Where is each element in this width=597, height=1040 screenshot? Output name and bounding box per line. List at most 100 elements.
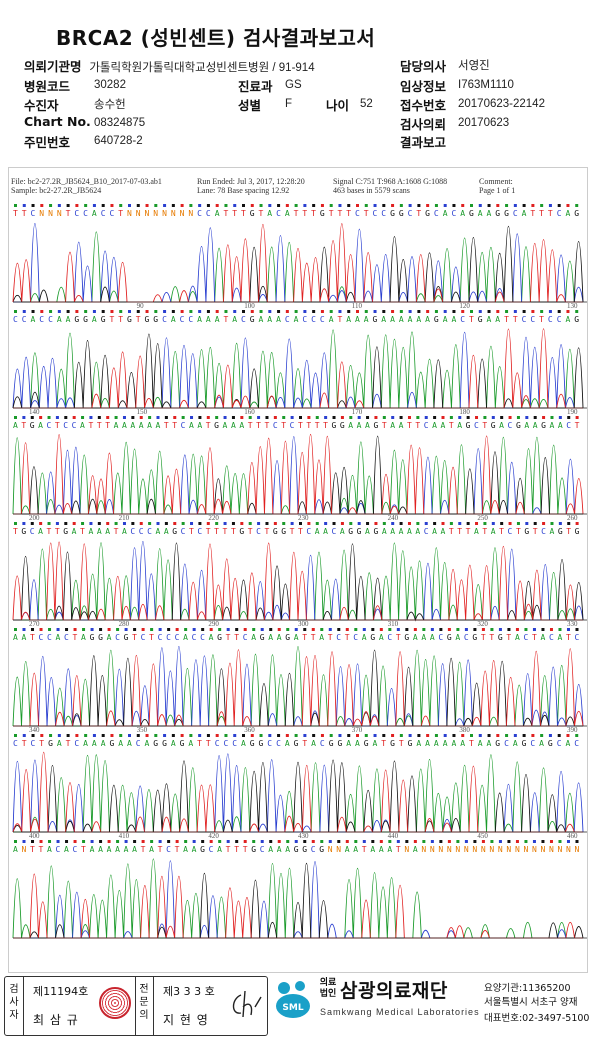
- base-call: C: [48, 315, 53, 324]
- quality-mark: [567, 416, 571, 419]
- base-call: C: [424, 527, 429, 536]
- base-call: T: [206, 527, 211, 536]
- base-call: T: [396, 845, 401, 854]
- base-call: A: [491, 527, 496, 536]
- base-call: A: [487, 739, 492, 748]
- tick-label: 270: [29, 620, 40, 628]
- quality-mark: [303, 204, 307, 207]
- request-label: 검사의뢰: [400, 117, 447, 132]
- base-call: A: [407, 527, 412, 536]
- quality-mark: [89, 416, 93, 419]
- quality-mark: [268, 204, 272, 207]
- quality-mark: [315, 416, 319, 419]
- quality-mark: [72, 522, 76, 525]
- quality-mark: [55, 522, 59, 525]
- quality-mark: [567, 522, 571, 525]
- base-call: C: [530, 315, 535, 324]
- base-call: T: [197, 739, 202, 748]
- base-call: A: [171, 739, 176, 748]
- examiner-name: 최 삼 규: [33, 1013, 79, 1027]
- base-call: C: [39, 633, 44, 642]
- quality-mark: [31, 204, 35, 207]
- quality-mark: [452, 734, 456, 737]
- base-call: A: [268, 633, 273, 642]
- trace-line: [12, 753, 584, 833]
- quality-mark: [374, 522, 378, 525]
- base-call: G: [332, 421, 337, 430]
- quality-mark: [416, 416, 420, 419]
- base-call: T: [513, 315, 518, 324]
- base-call: T: [530, 209, 535, 218]
- quality-mark: [268, 734, 272, 737]
- quality-mark: [303, 628, 307, 631]
- base-call: A: [455, 633, 460, 642]
- base-call: A: [432, 421, 437, 430]
- quality-mark: [31, 734, 35, 737]
- quality-mark: [189, 204, 193, 207]
- base-call: A: [390, 315, 395, 324]
- quality-mark: [311, 840, 315, 843]
- quality-mark: [439, 628, 443, 631]
- base-call: A: [183, 633, 188, 642]
- quality-mark: [542, 416, 546, 419]
- base-call: T: [329, 209, 334, 218]
- rrn-value: 640728-2: [94, 135, 143, 147]
- quality-mark: [49, 734, 53, 737]
- base-call: T: [175, 845, 180, 854]
- quality-mark: [277, 734, 281, 737]
- quality-mark: [97, 416, 101, 419]
- quality-mark: [180, 204, 184, 207]
- base-call: G: [575, 527, 580, 536]
- tick-label: 440: [388, 832, 399, 840]
- quality-mark: [128, 310, 131, 313]
- quality-mark: [470, 310, 473, 313]
- quality-mark: [373, 204, 377, 207]
- quality-mark: [540, 310, 544, 313]
- base-call: T: [328, 633, 333, 642]
- quality-mark: [294, 840, 298, 843]
- base-call: A: [340, 527, 345, 536]
- base-call: A: [355, 739, 360, 748]
- quality-mark: [548, 204, 552, 207]
- base-call: G: [74, 315, 79, 324]
- base-call: C: [355, 209, 360, 218]
- quality-mark: [231, 522, 235, 525]
- base-call: C: [332, 527, 337, 536]
- quality-mark: [136, 204, 140, 207]
- base-call: T: [232, 209, 237, 218]
- base-call: A: [421, 633, 426, 642]
- quality-mark: [22, 628, 26, 631]
- quality-mark: [57, 734, 61, 737]
- quality-mark: [478, 734, 482, 737]
- quality-mark: [575, 840, 579, 843]
- tick-label: 460: [567, 832, 578, 840]
- quality-mark: [265, 522, 269, 525]
- base-call: A: [540, 633, 545, 642]
- doctor-label: 담당의사: [400, 59, 447, 74]
- quality-mark: [294, 628, 298, 631]
- quality-mark: [90, 840, 94, 843]
- quality-mark: [557, 310, 561, 313]
- base-call: A: [557, 633, 562, 642]
- quality-mark: [14, 416, 17, 419]
- base-call: C: [22, 315, 27, 324]
- base-call: A: [315, 527, 320, 536]
- quality-mark: [475, 416, 479, 419]
- quality-mark: [487, 310, 491, 313]
- quality-mark: [388, 840, 392, 843]
- base-call: A: [83, 739, 88, 748]
- base-call: T: [234, 633, 239, 642]
- base-call: N: [153, 209, 158, 218]
- base-call: C: [434, 209, 439, 218]
- quality-mark: [475, 522, 479, 525]
- base-call: T: [575, 421, 580, 430]
- base-call: A: [390, 527, 395, 536]
- divider: [23, 977, 24, 1035]
- base-call: A: [139, 421, 144, 430]
- base-call: G: [217, 633, 222, 642]
- trace-line: [12, 541, 583, 621]
- base-call: C: [64, 633, 69, 642]
- quality-mark: [66, 734, 70, 737]
- quality-mark: [257, 522, 261, 525]
- base-call: A: [515, 633, 520, 642]
